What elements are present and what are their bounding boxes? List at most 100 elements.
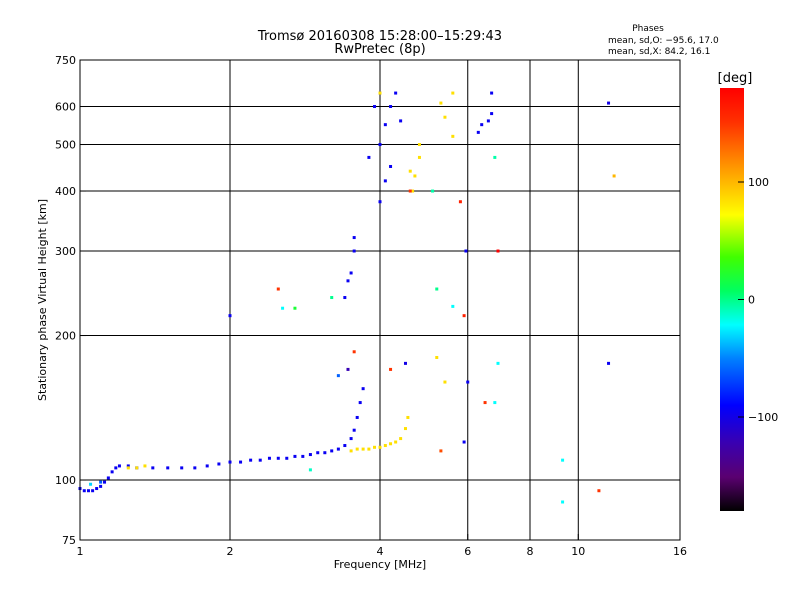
data-point (408, 189, 412, 193)
data-point (228, 314, 232, 318)
data-points (78, 91, 616, 504)
x-tick-label: 16 (673, 545, 687, 558)
data-point (443, 380, 447, 384)
data-point (367, 447, 371, 451)
data-point (389, 442, 393, 446)
x-axis-label: Frequency [MHz] (334, 558, 426, 571)
colorbar-ticks: 100 0 −100 (738, 176, 778, 424)
data-point (281, 306, 285, 310)
data-point (417, 155, 421, 159)
data-point (480, 123, 484, 127)
x-tick-label: 8 (527, 545, 534, 558)
data-point (383, 123, 387, 127)
gridlines (80, 60, 680, 540)
data-point (346, 367, 350, 371)
data-point (352, 236, 356, 240)
data-point (330, 296, 334, 300)
data-point (435, 287, 439, 291)
data-point (493, 155, 497, 159)
data-point (383, 179, 387, 183)
data-point (399, 437, 403, 441)
data-point (451, 134, 455, 138)
data-point (483, 401, 487, 405)
data-point (378, 91, 382, 95)
data-point (352, 350, 356, 354)
data-point (91, 489, 95, 493)
data-point (336, 374, 340, 378)
data-point (389, 164, 393, 168)
data-point (293, 306, 297, 310)
data-point (106, 476, 110, 480)
data-point (349, 449, 353, 453)
data-point (493, 401, 497, 405)
data-point (466, 380, 470, 384)
data-point (323, 451, 327, 455)
data-point (403, 361, 407, 365)
data-point (394, 440, 398, 444)
data-point (166, 466, 170, 470)
data-point (293, 454, 297, 458)
y-tick-label: 400 (55, 185, 76, 198)
data-point (267, 456, 271, 460)
data-point (276, 456, 280, 460)
y-axis-label: Stationary phase Virtual Height [km] (36, 199, 49, 401)
y-tick-label: 500 (55, 139, 76, 152)
data-point (462, 314, 466, 318)
x-tick-label: 10 (571, 545, 585, 558)
colorbar-tick-label: 0 (748, 294, 755, 307)
data-point (361, 447, 365, 451)
data-point (126, 466, 130, 470)
data-point (135, 466, 139, 470)
y-axis: 75 100 200 300 400 500 600 750 (55, 54, 86, 547)
data-point (336, 447, 340, 451)
data-point (612, 174, 616, 178)
y-tick-label: 100 (55, 474, 76, 487)
chart-title: Tromsø 20160308 15:28:00–15:29:43 (257, 29, 502, 44)
data-point (249, 458, 253, 462)
data-point (99, 484, 103, 488)
data-point (343, 444, 347, 448)
data-point (358, 401, 362, 405)
data-point (383, 444, 387, 448)
colorbar-tick-label: −100 (748, 411, 778, 424)
data-point (258, 458, 262, 462)
data-point (373, 105, 377, 109)
data-point (352, 428, 356, 432)
phases-x-mode: mean, sd,X: 84.2, 16.1 (608, 47, 710, 57)
data-point (349, 271, 353, 275)
data-point (361, 387, 365, 391)
data-point (435, 355, 439, 359)
data-point (476, 130, 480, 134)
data-point (151, 466, 155, 470)
data-point (89, 482, 93, 486)
data-point (86, 489, 90, 493)
data-point (352, 249, 356, 253)
y-tick-label: 200 (55, 330, 76, 343)
y-tick-label: 75 (62, 534, 76, 547)
data-point (373, 445, 377, 449)
data-point (143, 464, 147, 468)
data-point (378, 143, 382, 147)
data-point (389, 105, 393, 109)
y-tick-label: 600 (55, 101, 76, 114)
data-point (193, 466, 197, 470)
data-point (413, 174, 417, 178)
data-point (399, 119, 403, 123)
data-point (308, 468, 312, 472)
data-point (411, 189, 415, 193)
colorbar-label: [deg] (718, 71, 753, 86)
data-point (406, 415, 410, 419)
data-point (561, 500, 565, 504)
data-point (597, 489, 601, 493)
data-point (308, 453, 312, 457)
data-point (205, 464, 209, 468)
data-point (378, 445, 382, 449)
x-tick-label: 4 (377, 545, 384, 558)
data-point (330, 449, 334, 453)
data-point (355, 415, 359, 419)
data-point (126, 464, 130, 468)
data-point (378, 200, 382, 204)
data-point (417, 143, 421, 147)
data-point (439, 101, 443, 105)
colorbar-tick-label: 100 (748, 176, 769, 189)
